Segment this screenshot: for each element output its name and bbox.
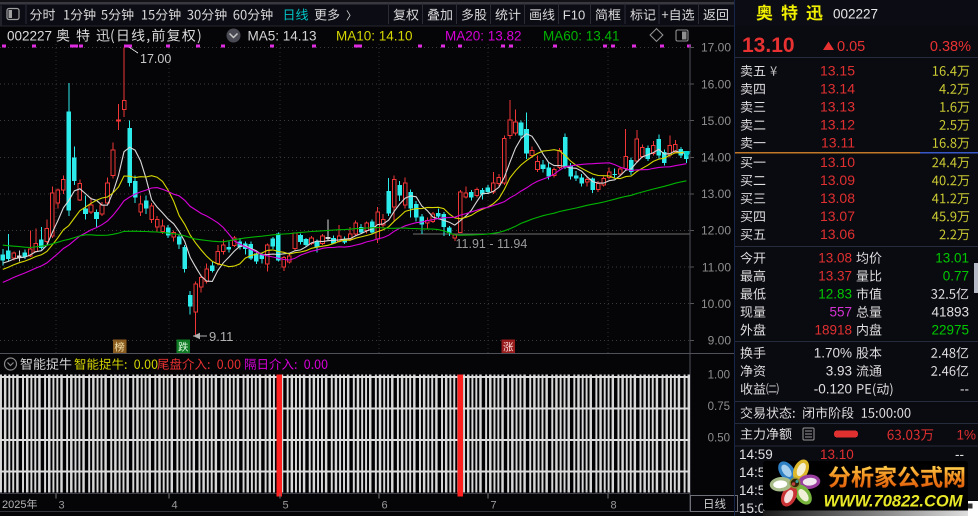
- svg-text:6: 6: [382, 500, 388, 512]
- svg-text:13.15: 13.15: [820, 63, 855, 79]
- svg-text:11.00: 11.00: [702, 260, 731, 274]
- svg-text:1%: 1%: [956, 428, 976, 443]
- svg-text:15.00: 15.00: [701, 114, 731, 128]
- svg-text:3.93: 3.93: [826, 364, 852, 379]
- svg-text:MA60: 13.41: MA60: 13.41: [543, 29, 620, 44]
- svg-text:4: 4: [172, 500, 178, 512]
- svg-text:13.12: 13.12: [820, 117, 855, 133]
- svg-text:9.00: 9.00: [708, 334, 732, 348]
- svg-text:WWW.70822.COM: WWW.70822.COM: [823, 493, 963, 511]
- svg-text:13.08: 13.08: [818, 251, 852, 266]
- svg-text:11.91 - 11.94: 11.91 - 11.94: [456, 237, 528, 251]
- svg-text:12.00: 12.00: [701, 224, 731, 238]
- svg-text:0.05: 0.05: [837, 39, 865, 55]
- svg-text:0.75: 0.75: [708, 401, 730, 413]
- svg-text:F10: F10: [563, 8, 585, 23]
- svg-text:1.00: 1.00: [708, 370, 730, 382]
- svg-text:17.00: 17.00: [701, 41, 731, 55]
- svg-text:13.06: 13.06: [820, 226, 855, 242]
- svg-text:13.13: 13.13: [820, 99, 855, 115]
- svg-text:8: 8: [611, 500, 617, 512]
- svg-text:18918: 18918: [814, 323, 852, 338]
- svg-text:2025: 2025: [2, 499, 26, 511]
- svg-text:41893: 41893: [931, 305, 969, 320]
- svg-text:13.08: 13.08: [820, 190, 855, 206]
- svg-text:12.83: 12.83: [818, 287, 852, 302]
- svg-text:3: 3: [59, 500, 65, 512]
- svg-text:-0.120: -0.120: [814, 382, 852, 397]
- svg-text:17.00: 17.00: [140, 52, 171, 66]
- svg-text:MA20: 13.82: MA20: 13.82: [445, 29, 522, 44]
- svg-text:22975: 22975: [931, 323, 969, 338]
- svg-text:7: 7: [491, 500, 497, 512]
- svg-text:002227: 002227: [833, 7, 878, 22]
- svg-text:9.11: 9.11: [209, 329, 233, 344]
- svg-text:14:59: 14:59: [739, 447, 773, 462]
- svg-text:10.00: 10.00: [701, 297, 731, 311]
- svg-text:MA5: 14.13: MA5: 14.13: [248, 29, 317, 44]
- svg-text:0.77: 0.77: [943, 269, 969, 284]
- svg-text:13.00: 13.00: [701, 187, 731, 201]
- svg-text:--: --: [960, 382, 969, 397]
- svg-text:--: --: [955, 447, 964, 462]
- svg-text:13.14: 13.14: [820, 81, 855, 97]
- svg-text:0.38%: 0.38%: [930, 39, 971, 55]
- svg-text:1.70%: 1.70%: [814, 346, 852, 361]
- svg-text:13.09: 13.09: [820, 172, 855, 188]
- svg-text:0.50: 0.50: [708, 433, 730, 445]
- svg-text:14.00: 14.00: [701, 151, 731, 165]
- svg-text:13.10: 13.10: [742, 34, 795, 57]
- svg-text:13.07: 13.07: [820, 208, 855, 224]
- svg-text:557: 557: [829, 305, 852, 320]
- svg-text:16.00: 16.00: [701, 77, 731, 91]
- svg-text:13.10: 13.10: [820, 447, 854, 462]
- svg-text:13.37: 13.37: [818, 269, 852, 284]
- svg-text:MA10: 14.10: MA10: 14.10: [336, 29, 413, 44]
- svg-text:5: 5: [283, 500, 289, 512]
- svg-text:13.10: 13.10: [820, 154, 855, 170]
- svg-text:002227: 002227: [7, 29, 52, 44]
- svg-text:13.11: 13.11: [821, 135, 855, 151]
- svg-text:13.01: 13.01: [935, 251, 969, 266]
